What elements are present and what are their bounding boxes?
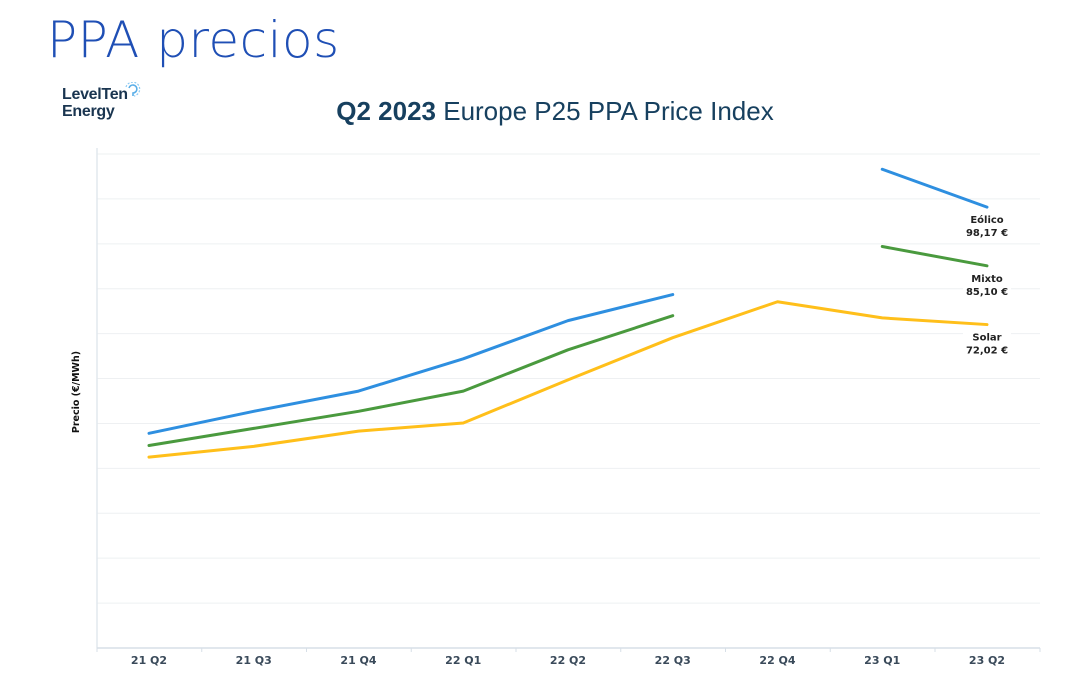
series-lines (147, 167, 989, 459)
x-tick-label: 22 Q2 (550, 654, 586, 667)
logo-line-1: LevelTen (62, 86, 128, 103)
end-label-bg (963, 331, 1011, 358)
levelten-energy-logo: LevelTen Energy (62, 82, 152, 130)
series-line-mixto (880, 245, 989, 268)
chart-title: Q2 2023 Europe P25 PPA Price Index (0, 96, 1080, 127)
gridlines (97, 153, 1040, 604)
end-label-bg (963, 272, 1011, 299)
x-tick-label: 22 Q3 (655, 654, 691, 667)
y-axis-label: Precio (€/MWh) (71, 351, 82, 433)
x-ticks: 21 Q2 21 Q3 21 Q4 22 Q1 22 Q2 22 Q3 22 Q4 23 Q1… (96, 648, 1041, 667)
chart-title-bold: Q2 2023 (336, 96, 436, 126)
end-label-bg (963, 214, 1011, 241)
end-labels: Eólico 98,17 € Mixto 85,10 € Solar 72,02 € (963, 214, 1011, 358)
x-tick-label: 23 Q2 (969, 654, 1005, 667)
x-tick-label: 21 Q4 (340, 654, 376, 667)
x-tick-label: 22 Q4 (759, 654, 795, 667)
series-line-eolico (147, 293, 675, 435)
chart-title-rest: Europe P25 PPA Price Index (436, 96, 774, 126)
series-line-eolico (880, 167, 989, 209)
end-label-name: Solar (972, 333, 1001, 344)
logo-text: LevelTen Energy (62, 86, 128, 120)
x-tick-label: 23 Q1 (864, 654, 900, 667)
end-label-name: Mixto (971, 274, 1003, 285)
end-label-value: 72,02 € (966, 346, 1008, 357)
series-line-mixto (147, 314, 675, 447)
x-tick-label: 21 Q2 (131, 654, 167, 667)
x-tick-label: 22 Q1 (445, 654, 481, 667)
signal-icon (125, 82, 141, 97)
end-label-name: Eólico (970, 214, 1003, 226)
end-label-value: 85,10 € (966, 287, 1008, 298)
series-line-solar (147, 300, 989, 459)
logo-line-2: Energy (62, 103, 115, 120)
x-tick-label: 21 Q3 (236, 654, 272, 667)
page-title: PPA precios (47, 11, 340, 69)
end-label-value: 98,17 € (966, 228, 1008, 239)
